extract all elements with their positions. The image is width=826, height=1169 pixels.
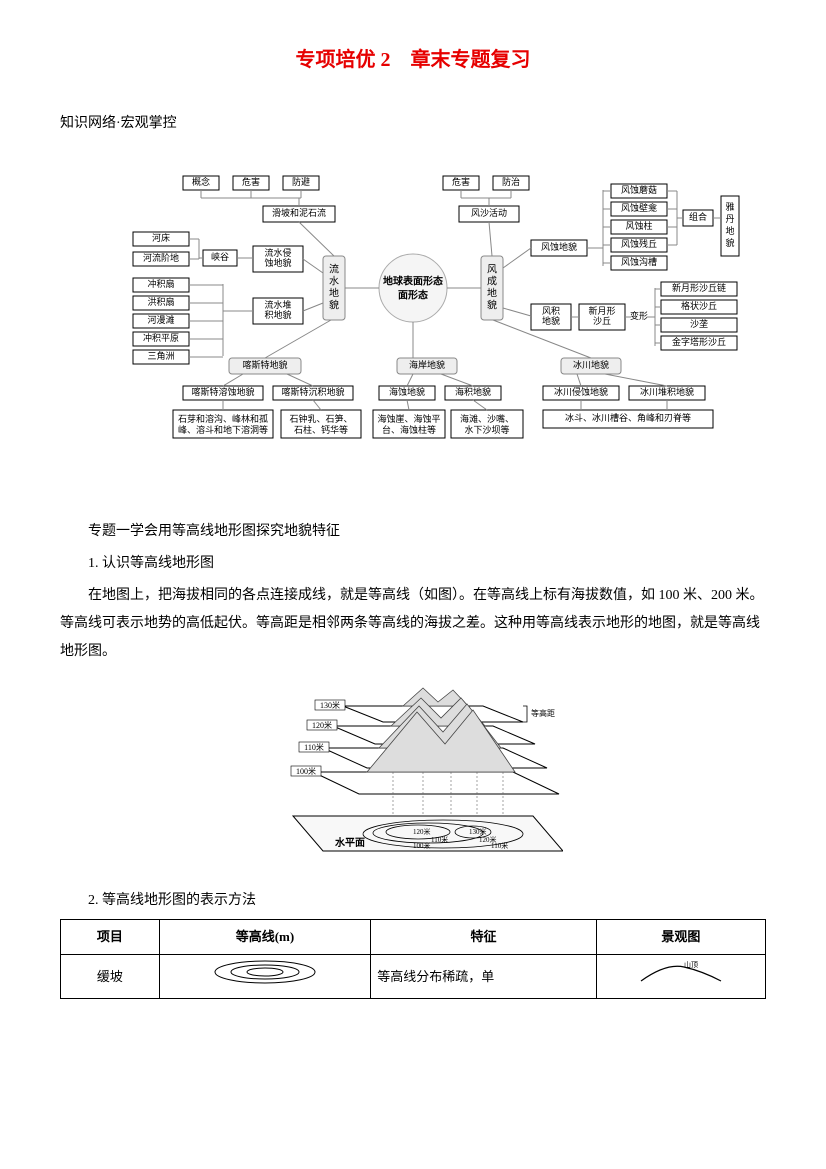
svg-text:风积: 风积 <box>542 305 560 316</box>
svg-text:水下沙坝等: 水下沙坝等 <box>464 424 509 435</box>
svg-text:格状沙丘: 格状沙丘 <box>681 300 717 311</box>
concept-map-diagram: .b { fill:#fff; stroke:#000; stroke-widt… <box>63 158 763 478</box>
section-1-p1: 在地图上，把海拔相同的各点连接成线，就是等高线（如图）。在等高线上标有海拔数值，… <box>60 582 766 666</box>
svg-text:雅: 雅 <box>725 201 734 212</box>
svg-text:100米: 100米 <box>296 766 316 776</box>
svg-text:120米: 120米 <box>413 827 431 836</box>
svg-text:山顶: 山顶 <box>684 960 698 969</box>
svg-text:丹: 丹 <box>725 214 734 224</box>
svg-text:海蚀地貌: 海蚀地貌 <box>389 386 425 397</box>
svg-text:海积地貌: 海积地貌 <box>455 386 491 397</box>
svg-text:面形态: 面形态 <box>398 288 428 301</box>
svg-text:金字塔形沙丘: 金字塔形沙丘 <box>672 336 726 347</box>
section-1-heading: 专题一学会用等高线地形图探究地貌特征 <box>60 518 766 546</box>
svg-text:风蚀柱: 风蚀柱 <box>625 220 652 231</box>
svg-text:成: 成 <box>487 275 497 287</box>
subtitle: 知识网络·宏观掌控 <box>60 110 766 138</box>
svg-text:石芽和溶沟、峰林和孤: 石芽和溶沟、峰林和孤 <box>178 413 268 424</box>
svg-text:喀斯特沉积地貌: 喀斯特沉积地貌 <box>281 386 344 397</box>
feature-table: 项目 等高线(m) 特征 景观图 缓坡 等高线分布稀疏，单 山顶 <box>60 919 766 999</box>
svg-text:冰川侵蚀地貌: 冰川侵蚀地貌 <box>554 386 608 397</box>
svg-text:地: 地 <box>329 286 339 299</box>
svg-text:110米: 110米 <box>431 835 448 844</box>
svg-text:新月形沙丘链: 新月形沙丘链 <box>672 282 726 293</box>
svg-text:危害: 危害 <box>242 176 260 187</box>
svg-text:130米: 130米 <box>469 827 487 836</box>
svg-text:喀斯特溶蚀地貌: 喀斯特溶蚀地貌 <box>191 386 254 397</box>
svg-text:河漫滩: 河漫滩 <box>147 314 174 325</box>
svg-text:水: 水 <box>329 275 339 287</box>
section-1-2: 2. 等高线地形图的表示方法 <box>60 887 766 915</box>
svg-text:沙丘: 沙丘 <box>593 316 611 326</box>
svg-text:100米: 100米 <box>413 841 431 850</box>
svg-text:貌: 貌 <box>329 298 339 311</box>
svg-text:积地貌: 积地貌 <box>264 309 291 320</box>
svg-text:130米: 130米 <box>320 700 340 710</box>
svg-text:貌: 貌 <box>487 298 497 311</box>
svg-text:流: 流 <box>329 262 339 275</box>
page-title: 专项培优 2 章末专题复习 <box>60 40 766 80</box>
svg-text:峰、溶斗和地下溶洞等: 峰、溶斗和地下溶洞等 <box>178 424 268 435</box>
svg-text:防治: 防治 <box>502 176 520 187</box>
cell-name: 缓坡 <box>61 955 160 999</box>
svg-text:120米: 120米 <box>312 720 332 730</box>
svg-text:冰川地貌: 冰川地貌 <box>573 359 609 370</box>
svg-text:新月形: 新月形 <box>588 305 615 316</box>
cell-feature: 等高线分布稀疏，单 <box>371 955 597 999</box>
svg-text:河床: 河床 <box>152 232 170 243</box>
svg-text:概念: 概念 <box>192 176 210 187</box>
svg-text:沙垄: 沙垄 <box>690 318 708 329</box>
svg-text:地貌: 地貌 <box>542 315 560 326</box>
svg-text:组合: 组合 <box>689 211 707 222</box>
svg-text:风蚀蘑菇: 风蚀蘑菇 <box>621 184 657 195</box>
cell-contour-img <box>159 955 371 999</box>
svg-text:峡谷: 峡谷 <box>211 251 229 262</box>
section-1-1: 1. 认识等高线地形图 <box>60 550 766 578</box>
svg-text:海岸地貌: 海岸地貌 <box>409 359 445 370</box>
svg-text:防避: 防避 <box>292 176 310 187</box>
th-item: 项目 <box>61 920 160 955</box>
cell-landscape-img: 山顶 <box>596 955 765 999</box>
svg-text:海蚀崖、海蚀平: 海蚀崖、海蚀平 <box>377 413 440 424</box>
svg-text:风蚀残丘: 风蚀残丘 <box>621 238 657 249</box>
svg-text:洪积扇: 洪积扇 <box>147 296 174 307</box>
svg-text:流水侵: 流水侵 <box>264 247 291 258</box>
svg-text:三角洲: 三角洲 <box>147 350 174 361</box>
th-contour: 等高线(m) <box>159 920 371 955</box>
svg-text:河流阶地: 河流阶地 <box>143 252 179 263</box>
th-landscape: 景观图 <box>596 920 765 955</box>
svg-text:台、海蚀柱等: 台、海蚀柱等 <box>382 424 436 435</box>
contour-3d-diagram: 130米 120米 110米 100米 等高距 100米 110米 120米 1… <box>60 676 766 877</box>
svg-text:滑坡和泥石流: 滑坡和泥石流 <box>272 207 326 218</box>
svg-text:喀斯特地貌: 喀斯特地貌 <box>242 359 287 370</box>
svg-text:风蚀壁龛: 风蚀壁龛 <box>621 202 657 213</box>
svg-text:风蚀地貌: 风蚀地貌 <box>541 241 577 252</box>
svg-text:地: 地 <box>487 286 497 299</box>
svg-text:石柱、钙华等: 石柱、钙华等 <box>294 424 348 435</box>
table-row: 缓坡 等高线分布稀疏，单 山顶 <box>61 955 766 999</box>
svg-text:蚀地貌: 蚀地貌 <box>264 257 291 268</box>
svg-text:110米: 110米 <box>304 742 324 752</box>
svg-text:等高距: 等高距 <box>531 708 555 718</box>
svg-text:变形: 变形 <box>630 310 648 321</box>
svg-text:貌: 貌 <box>725 237 734 248</box>
svg-text:冲积扇: 冲积扇 <box>147 278 174 289</box>
svg-text:冰川堆积地貌: 冰川堆积地貌 <box>640 386 694 397</box>
svg-text:冰斗、冰川槽谷、角峰和刃脊等: 冰斗、冰川槽谷、角峰和刃脊等 <box>565 412 691 423</box>
svg-text:危害: 危害 <box>452 176 470 187</box>
table-header-row: 项目 等高线(m) 特征 景观图 <box>61 920 766 955</box>
svg-text:水平面: 水平面 <box>334 836 365 849</box>
svg-text:冲积平原: 冲积平原 <box>143 332 179 343</box>
svg-text:地: 地 <box>725 225 734 236</box>
svg-text:风沙活动: 风沙活动 <box>471 207 507 218</box>
svg-text:石钟乳、石笋、: 石钟乳、石笋、 <box>289 413 352 424</box>
svg-text:海滩、沙嘴、: 海滩、沙嘴、 <box>460 413 514 424</box>
svg-text:风: 风 <box>487 263 497 275</box>
svg-text:110米: 110米 <box>491 841 508 850</box>
svg-text:流水堆: 流水堆 <box>264 299 291 310</box>
core-label-1: 地球表面形态 <box>383 274 443 287</box>
th-feature: 特征 <box>371 920 597 955</box>
svg-text:风蚀沟槽: 风蚀沟槽 <box>621 256 657 267</box>
